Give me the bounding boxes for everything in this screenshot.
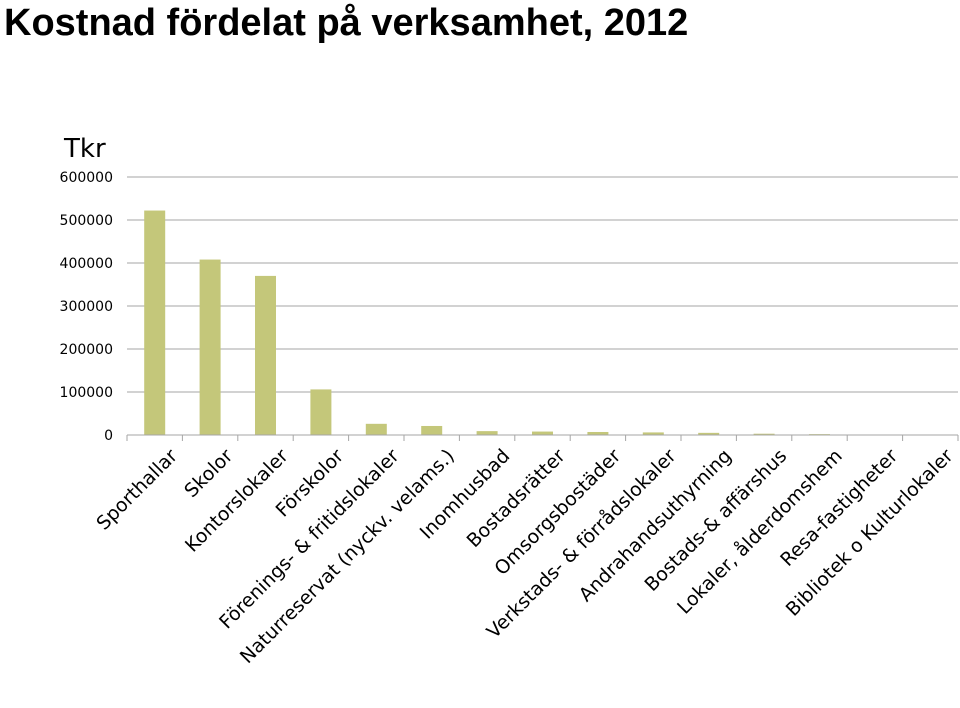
y-tick-label: 200000 (60, 342, 113, 358)
bar (753, 433, 775, 435)
bar (310, 389, 332, 435)
x-axis (126, 434, 959, 441)
gridlines (127, 176, 958, 393)
x-tick-label: Sporthallar (92, 445, 182, 535)
bar (532, 431, 553, 435)
bar (476, 431, 498, 435)
bar (144, 210, 166, 435)
bar (365, 423, 387, 435)
bar (421, 425, 443, 435)
y-tick-label: 300000 (60, 299, 113, 315)
chart-title: Kostnad fördelat på verksamhet, 2012 (4, 2, 688, 44)
y-axis-ticks: 0 100000 200000 300000 400000 500000 600000 (60, 170, 113, 444)
bar (255, 275, 276, 435)
bar (587, 431, 609, 435)
x-axis-tick-labels: SporthallarSkolorKontorslokalerFörskolor… (92, 444, 957, 668)
bars (144, 210, 886, 435)
y-tick-label: 600000 (60, 170, 113, 186)
x-tick-label: Bostadsrätter (463, 445, 570, 552)
y-tick-label: 500000 (60, 213, 113, 229)
bar (642, 432, 664, 435)
y-tick-label: 400000 (60, 256, 113, 272)
y-tick-label: 0 (104, 428, 113, 444)
bar (698, 432, 720, 435)
bar (199, 259, 221, 435)
y-tick-label: 100000 (60, 385, 113, 401)
y-axis-unit-label: Tkr (63, 134, 106, 164)
